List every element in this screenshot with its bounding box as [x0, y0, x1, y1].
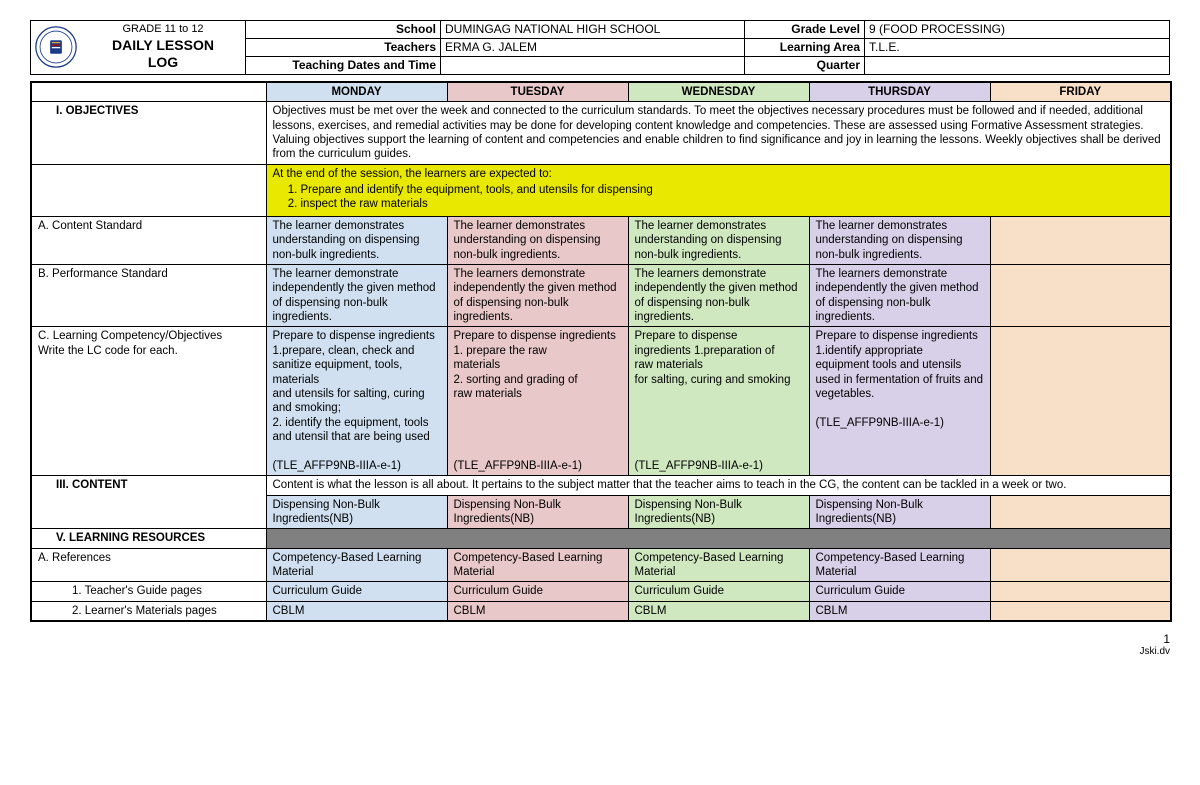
expected-cell: At the end of the session, the learners …: [266, 164, 1171, 216]
day-wed: WEDNESDAY: [628, 82, 809, 102]
lc-label: C. Learning Competency/Objectives Write …: [31, 327, 266, 476]
lc-tue: Prepare to dispense ingredients 1. prepa…: [447, 327, 628, 476]
header-block: GRADE 11 to 12 DAILY LESSON LOG School D…: [30, 20, 1170, 75]
expected-1: Prepare and identify the equipment, tool…: [301, 183, 1165, 197]
content-standard-row: A. Content Standard The learner demonstr…: [31, 216, 1171, 264]
content-tue: Dispensing Non-Bulk Ingredients(NB): [447, 495, 628, 529]
tg-thu: Curriculum Guide: [809, 582, 990, 601]
expected-row: At the end of the session, the learners …: [31, 164, 1171, 216]
lm-mon: CBLM: [266, 601, 447, 621]
tg-wed: Curriculum Guide: [628, 582, 809, 601]
refs-label: A. References: [31, 548, 266, 582]
contentstd-tue: The learner demonstrates understanding o…: [447, 216, 628, 264]
dll-title-1: DAILY LESSON: [83, 37, 243, 55]
lm-wed: CBLM: [628, 601, 809, 621]
lm-label: 2. Learner's Materials pages: [31, 601, 266, 621]
tg-label: 1. Teacher's Guide pages: [31, 582, 266, 601]
title-block: GRADE 11 to 12 DAILY LESSON LOG: [81, 21, 246, 74]
tg-tue: Curriculum Guide: [447, 582, 628, 601]
expected-blank: [31, 164, 266, 216]
grade-line: GRADE 11 to 12: [83, 23, 243, 37]
objectives-label: I. OBJECTIVES: [31, 102, 266, 165]
hdr-teacher-label: Teachers: [246, 39, 441, 57]
refs-tue: Competency-Based Learning Material: [447, 548, 628, 582]
hdr-dates-label: Teaching Dates and Time: [246, 57, 441, 74]
tg-fri: [990, 582, 1171, 601]
refs-thu: Competency-Based Learning Material: [809, 548, 990, 582]
day-fri: FRIDAY: [990, 82, 1171, 102]
hdr-school-value: DUMINGAG NATIONAL HIGH SCHOOL: [441, 21, 745, 39]
hdr-gradelvl-label: Grade Level: [745, 21, 865, 39]
lesson-table: MONDAY TUESDAY WEDNESDAY THURSDAY FRIDAY…: [30, 81, 1172, 622]
hdr-dates-value: [441, 57, 745, 74]
hdr-la-value: T.L.E.: [865, 39, 1169, 57]
contentstd-label: A. Content Standard: [31, 216, 266, 264]
references-row: A. References Competency-Based Learning …: [31, 548, 1171, 582]
objectives-row: I. OBJECTIVES Objectives must be met ove…: [31, 102, 1171, 165]
learners-materials-row: 2. Learner's Materials pages CBLM CBLM C…: [31, 601, 1171, 621]
dll-title-2: LOG: [83, 54, 243, 72]
lm-tue: CBLM: [447, 601, 628, 621]
lm-fri: [990, 601, 1171, 621]
hdr-gradelvl-value: 9 (FOOD PROCESSING): [865, 21, 1169, 39]
day-header-row: MONDAY TUESDAY WEDNESDAY THURSDAY FRIDAY: [31, 82, 1171, 102]
contentstd-wed: The learner demonstrates understanding o…: [628, 216, 809, 264]
contentstd-fri: [990, 216, 1171, 264]
contentstd-thu: The learner demonstrates understanding o…: [809, 216, 990, 264]
lm-thu: CBLM: [809, 601, 990, 621]
content-mon: Dispensing Non-Bulk Ingredients(NB): [266, 495, 447, 529]
lc-mon: Prepare to dispense ingredients 1.prepar…: [266, 327, 447, 476]
deped-seal-icon: [31, 21, 81, 74]
hdr-teacher-value: ERMA G. JALEM: [441, 39, 745, 57]
refs-wed: Competency-Based Learning Material: [628, 548, 809, 582]
content-label: III. CONTENT: [31, 476, 266, 529]
perfstd-thu: The learners demonstrate independently t…: [809, 264, 990, 327]
day-mon: MONDAY: [266, 82, 447, 102]
hdr-quarter-label: Quarter: [745, 57, 865, 74]
content-description: Content is what the lesson is all about.…: [266, 476, 1171, 495]
hdr-la-label: Learning Area: [745, 39, 865, 57]
perfstd-fri: [990, 264, 1171, 327]
page-footer: 1 Jski.dv: [30, 632, 1170, 657]
tg-mon: Curriculum Guide: [266, 582, 447, 601]
perfstd-wed: The learners demonstrate independently t…: [628, 264, 809, 327]
footer-credit: Jski.dv: [30, 646, 1170, 657]
learning-resources-row: V. LEARNING RESOURCES: [31, 529, 1171, 548]
refs-fri: [990, 548, 1171, 582]
content-fri: [990, 495, 1171, 529]
hdr-quarter-value: [865, 57, 1169, 74]
perfstd-label: B. Performance Standard: [31, 264, 266, 327]
contentstd-mon: The learner demonstrates understanding o…: [266, 216, 447, 264]
teachers-guide-row: 1. Teacher's Guide pages Curriculum Guid…: [31, 582, 1171, 601]
content-wed: Dispensing Non-Bulk Ingredients(NB): [628, 495, 809, 529]
learning-competency-row: C. Learning Competency/Objectives Write …: [31, 327, 1171, 476]
lr-label: V. LEARNING RESOURCES: [31, 529, 266, 548]
hdr-school-label: School: [246, 21, 441, 39]
blank-corner: [31, 82, 266, 102]
refs-mon: Competency-Based Learning Material: [266, 548, 447, 582]
lc-wed: Prepare to dispense ingredients 1.prepar…: [628, 327, 809, 476]
expected-intro: At the end of the session, the learners …: [273, 167, 1165, 181]
content-thu: Dispensing Non-Bulk Ingredients(NB): [809, 495, 990, 529]
page-number: 1: [30, 632, 1170, 646]
lc-thu: Prepare to dispense ingredients 1.identi…: [809, 327, 990, 476]
day-tue: TUESDAY: [447, 82, 628, 102]
perfstd-tue: The learners demonstrate independently t…: [447, 264, 628, 327]
objectives-description: Objectives must be met over the week and…: [266, 102, 1171, 165]
content-desc-row: III. CONTENT Content is what the lesson …: [31, 476, 1171, 495]
day-thu: THURSDAY: [809, 82, 990, 102]
lc-fri: [990, 327, 1171, 476]
performance-standard-row: B. Performance Standard The learner demo…: [31, 264, 1171, 327]
perfstd-mon: The learner demonstrate independently th…: [266, 264, 447, 327]
expected-2: inspect the raw materials: [301, 197, 1165, 211]
lr-gray-bar: [266, 529, 1171, 548]
